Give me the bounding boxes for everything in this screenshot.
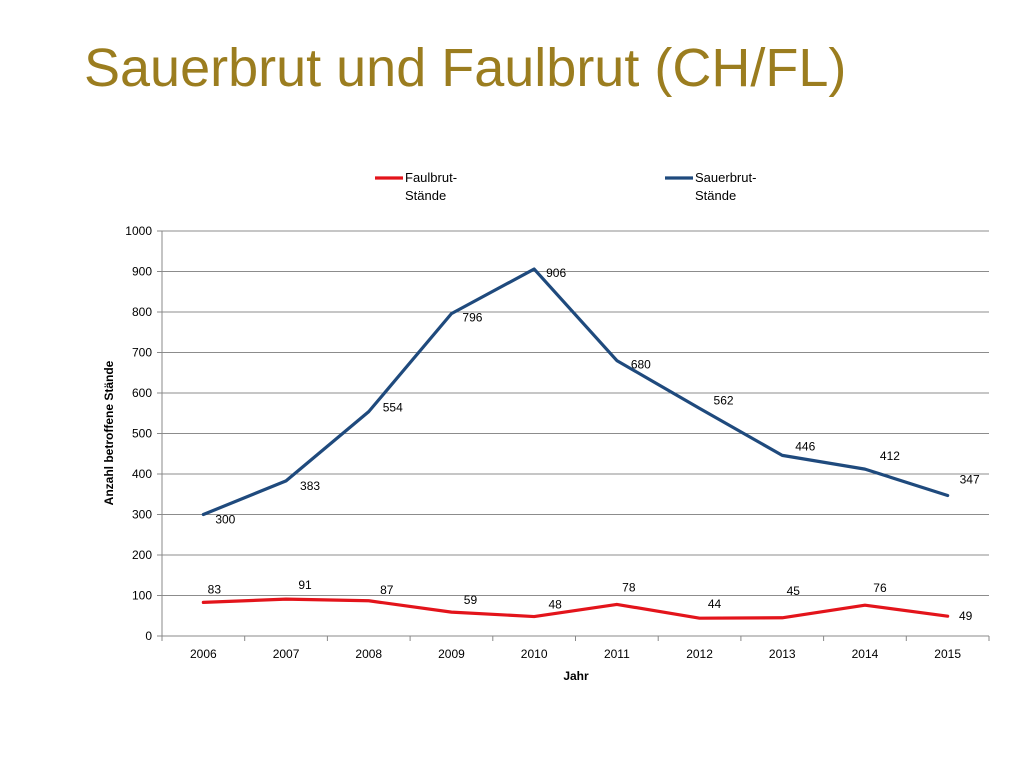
data-label: 49 xyxy=(959,609,973,623)
data-label: 45 xyxy=(787,584,801,598)
data-label: 446 xyxy=(795,439,815,453)
legend: Faulbrut- Stände Sauerbrut- Stände xyxy=(375,170,756,203)
legend-label: Stände xyxy=(405,188,446,203)
data-label: 562 xyxy=(714,393,734,407)
y-tick-label: 700 xyxy=(132,346,152,360)
gridlines xyxy=(157,230,989,637)
y-tick-label: 500 xyxy=(132,427,152,441)
legend-label: Sauerbrut- xyxy=(695,170,756,185)
x-tick-labels: 2006 2007 2008 2009 2010 2011 2012 2013 2014 2015 xyxy=(161,636,990,661)
y-axis-title: Anzahl betroffene Stände xyxy=(102,360,116,505)
data-label: 347 xyxy=(960,472,980,486)
legend-label: Stände xyxy=(695,188,736,203)
x-axis-title: Jahr xyxy=(563,669,589,683)
x-tick-label: 2007 xyxy=(273,647,300,661)
data-label: 44 xyxy=(708,597,722,611)
x-tick-label: 2006 xyxy=(190,647,217,661)
y-tick-label: 400 xyxy=(132,467,152,481)
y-tick-label: 1000 xyxy=(125,224,152,238)
y-tick-label: 900 xyxy=(132,265,152,279)
data-label: 300 xyxy=(215,513,235,527)
y-tick-label: 100 xyxy=(132,589,152,603)
y-tick-label: 800 xyxy=(132,305,152,319)
x-tick-label: 2012 xyxy=(686,647,713,661)
x-tick-label: 2014 xyxy=(852,647,879,661)
series-lines xyxy=(201,267,950,620)
data-label: 91 xyxy=(298,578,312,592)
y-tick-label: 200 xyxy=(132,548,152,562)
data-label: 554 xyxy=(383,401,403,415)
data-label: 76 xyxy=(873,581,887,595)
data-label: 48 xyxy=(548,598,562,612)
series-line-faulbrut xyxy=(201,597,950,620)
data-label: 906 xyxy=(546,266,566,280)
data-labels: 83 91 87 59 48 78 44 45 76 49 300 383 554 796 906 680 56… xyxy=(208,266,980,623)
legend-label: Faulbrut- xyxy=(405,170,457,185)
x-tick-label: 2015 xyxy=(934,647,961,661)
x-tick-label: 2010 xyxy=(521,647,548,661)
x-tick-label: 2011 xyxy=(604,647,630,661)
slide-title: Sauerbrut und Faulbrut (CH/FL) xyxy=(84,38,847,98)
x-tick-label: 2008 xyxy=(355,647,382,661)
y-tick-label: 600 xyxy=(132,386,152,400)
data-label: 796 xyxy=(462,311,482,325)
y-tick-label: 300 xyxy=(132,508,152,522)
series-line-sauerbrut xyxy=(201,267,950,517)
data-label: 680 xyxy=(631,358,651,372)
data-label: 412 xyxy=(880,449,900,463)
y-tick-labels: 0 100 200 300 400 500 600 700 800 900 1000 xyxy=(125,224,152,643)
x-tick-label: 2013 xyxy=(769,647,796,661)
data-label: 383 xyxy=(300,479,320,493)
data-label: 83 xyxy=(208,582,222,596)
data-label: 78 xyxy=(622,580,636,594)
data-label: 59 xyxy=(464,593,478,607)
data-label: 87 xyxy=(380,583,394,597)
x-tick-label: 2009 xyxy=(438,647,465,661)
y-tick-label: 0 xyxy=(145,629,152,643)
